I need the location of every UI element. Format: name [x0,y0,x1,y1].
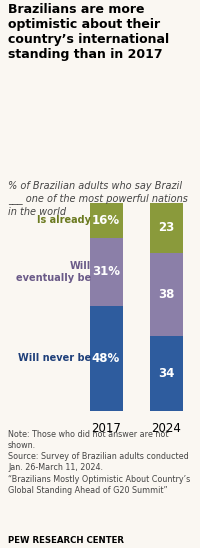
Bar [90,203,122,238]
Text: % of Brazilian adults who say Brazil
___ one of the most powerful nations
in the: % of Brazilian adults who say Brazil ___… [8,181,188,216]
Text: 23: 23 [158,221,174,235]
Bar [150,336,182,411]
Text: 34: 34 [158,367,174,380]
Text: Will never be: Will never be [18,353,91,363]
Text: 38: 38 [158,288,174,301]
Text: 31%: 31% [92,265,120,278]
Text: 16%: 16% [92,214,120,227]
Text: 2024: 2024 [151,422,181,435]
Text: 2017: 2017 [91,422,121,435]
Bar [90,306,122,411]
Text: Brazilians are more
optimistic about their
country’s international
standing than: Brazilians are more optimistic about the… [8,3,169,61]
Text: PEW RESEARCH CENTER: PEW RESEARCH CENTER [8,536,124,545]
Text: Note: Those who did not answer are not
shown.
Source: Survey of Brazilian adults: Note: Those who did not answer are not s… [8,430,190,495]
Text: 48%: 48% [92,352,120,365]
Bar [150,253,182,336]
Bar [150,203,182,253]
Text: Is already: Is already [37,215,91,225]
Bar [90,238,122,306]
Text: Will
eventually be: Will eventually be [16,261,91,283]
